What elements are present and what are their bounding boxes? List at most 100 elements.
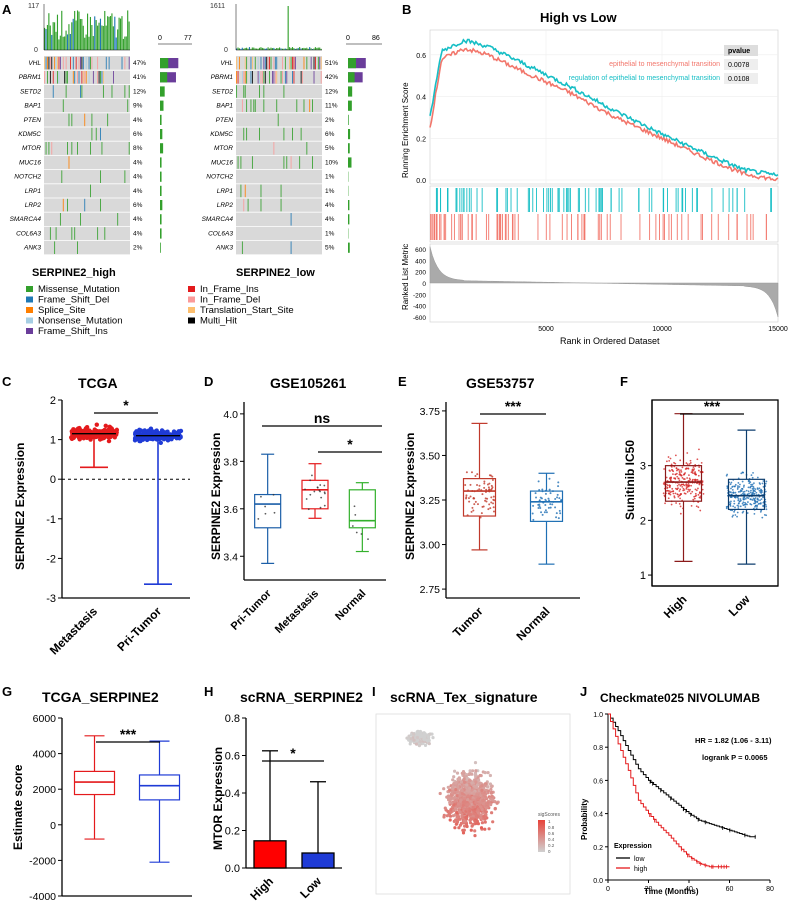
- data-point: [692, 478, 694, 481]
- tmb-bar: [97, 25, 99, 50]
- data-point: [106, 427, 112, 432]
- sigscore-tick: 1: [548, 819, 551, 824]
- data-point: [753, 512, 756, 515]
- cell-point: [486, 785, 490, 789]
- mutation-cell: [104, 227, 106, 240]
- tmb-bar: [121, 16, 123, 50]
- data-point: [560, 499, 563, 502]
- mutation-cell: [300, 127, 302, 141]
- gene-pct: 47%: [133, 60, 146, 67]
- mutation-cell: [262, 71, 263, 84]
- data-point: [746, 496, 748, 499]
- j-legend-low: low: [634, 856, 645, 863]
- panel-b-letter: B: [402, 2, 411, 17]
- data-point: [752, 485, 755, 488]
- data-point: [309, 493, 312, 496]
- data-point: [676, 493, 679, 496]
- tmb-bar: [277, 48, 279, 50]
- data-point: [730, 487, 732, 490]
- data-point: [730, 500, 732, 503]
- mutation-cell: [85, 56, 87, 70]
- mutation-cell: [250, 71, 252, 84]
- cell-point: [465, 824, 469, 829]
- g-title: TCGA_SERPINE2: [42, 689, 159, 705]
- gene-pct: 11%: [325, 103, 338, 110]
- mutation-cell: [246, 56, 248, 70]
- a-high-side-min: 0: [158, 35, 162, 42]
- data-point: [470, 510, 473, 513]
- data-point: [682, 483, 685, 486]
- cell-point: [476, 797, 480, 801]
- gene-label: KDM5C: [18, 131, 41, 138]
- cell-point: [450, 794, 454, 798]
- metric-ytick: -600: [413, 315, 426, 322]
- mutation-cell: [243, 198, 245, 212]
- tmb-bar: [84, 37, 86, 50]
- tmb-bar: [52, 22, 54, 50]
- y-tick-label: 1: [50, 435, 56, 447]
- y-tick-label: -3: [46, 593, 56, 605]
- data-point: [737, 490, 740, 493]
- sigscore-tick: 0.8: [548, 825, 555, 830]
- mutation-cell: [269, 56, 270, 70]
- mutation-cell: [276, 56, 278, 70]
- j-title: Checkmate025 NIVOLUMAB: [600, 691, 760, 705]
- data-point: [698, 466, 701, 469]
- data-point: [535, 496, 538, 499]
- mutation-cell: [102, 71, 104, 84]
- data-point: [739, 489, 742, 492]
- data-point: [323, 491, 326, 494]
- mutation-cell: [101, 142, 103, 155]
- data-point: [484, 499, 487, 502]
- data-point: [755, 491, 758, 494]
- cell-point: [461, 800, 465, 804]
- data-point: [674, 473, 677, 476]
- data-point: [669, 484, 672, 487]
- mutation-cell: [81, 85, 83, 98]
- gene-pct: 6%: [133, 131, 143, 138]
- data-point: [549, 492, 552, 495]
- x-category-label: Metastasis: [273, 588, 321, 636]
- cell-point: [458, 817, 462, 821]
- mutation-cell: [320, 56, 322, 70]
- gene-pct: 42%: [325, 74, 338, 81]
- data-point: [699, 509, 702, 512]
- c-ylabel: SERPINE2 Expression: [13, 443, 27, 570]
- cell-point: [478, 816, 483, 820]
- y-tick-label: 3.25: [420, 495, 441, 507]
- tmb-bar: [92, 36, 94, 50]
- cell-point: [456, 802, 460, 806]
- mutation-cell: [263, 99, 265, 112]
- cell-point: [449, 797, 453, 801]
- panel-d-boxplot: 4.0 3.8 3.6 3.4 Pri-Tumor Metastasis Normal ns *: [223, 402, 386, 636]
- mutation-cell: [243, 85, 245, 98]
- mutation-cell: [91, 113, 93, 127]
- cell-point: [490, 790, 494, 795]
- mutation-cell: [65, 56, 67, 70]
- a-high-side-max: 77: [184, 35, 192, 42]
- e-title: GSE53757: [466, 375, 535, 391]
- tmb-bar: [105, 25, 107, 50]
- data-point: [668, 460, 671, 462]
- data-point: [534, 492, 537, 495]
- cell-point: [416, 731, 420, 735]
- mutation-cell: [317, 56, 319, 70]
- b-xtick: 10000: [652, 326, 672, 333]
- data-point: [483, 482, 486, 485]
- gene-label: SETD2: [20, 88, 41, 95]
- data-point: [467, 497, 470, 500]
- cell-point: [454, 781, 458, 785]
- data-point: [670, 503, 673, 506]
- data-point: [272, 493, 275, 496]
- gene-pct: 5%: [325, 245, 335, 252]
- data-point: [663, 468, 665, 470]
- mutation-cell: [292, 71, 293, 84]
- data-point: [554, 498, 557, 501]
- cell-point: [478, 781, 482, 786]
- mutation-cell: [72, 71, 74, 84]
- data-point: [754, 488, 757, 491]
- mutation-cell: [62, 99, 64, 112]
- x-category-label: Low: [726, 592, 753, 619]
